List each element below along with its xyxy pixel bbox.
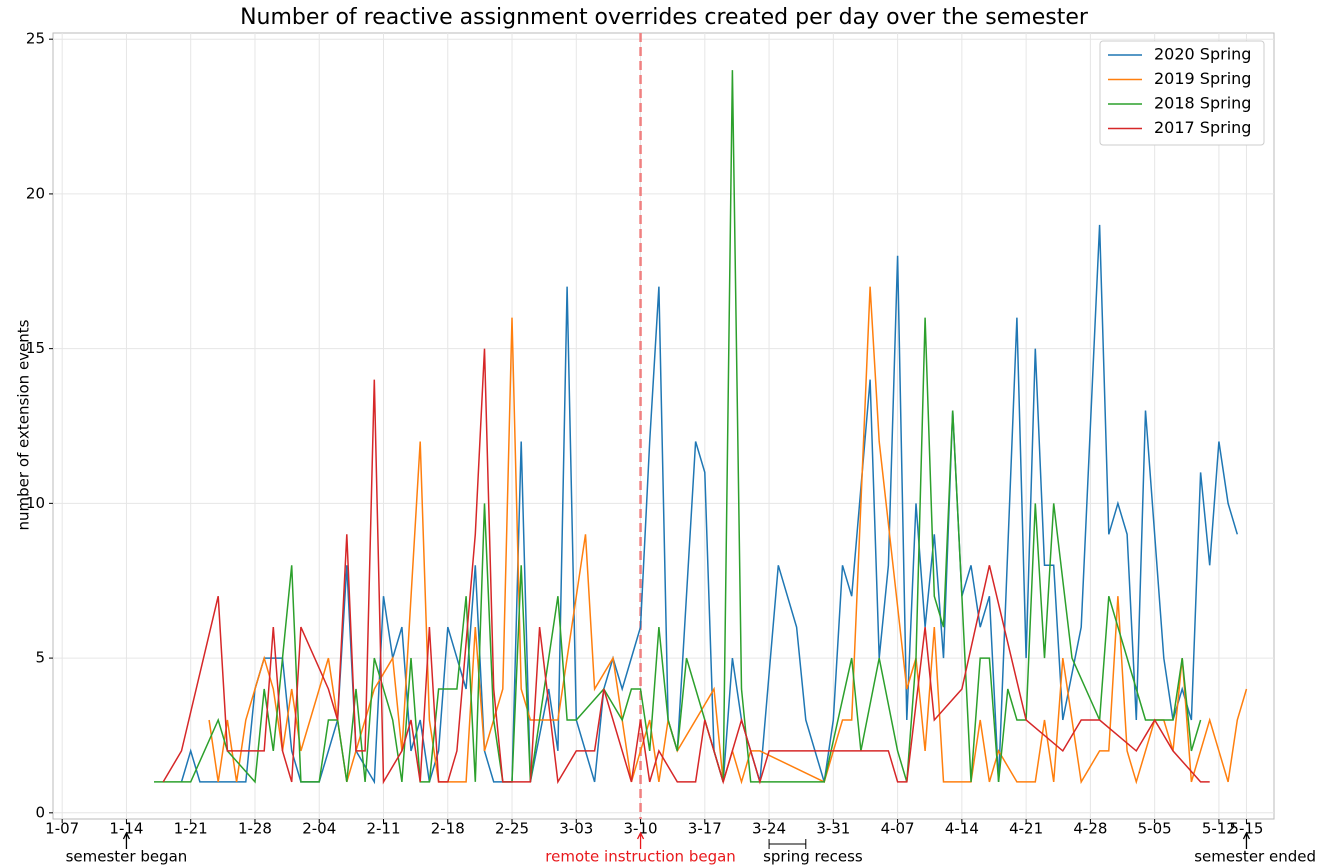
x-tick-label: 3-31: [816, 820, 850, 838]
x-tick-label: 4-14: [945, 820, 979, 838]
x-tick-label: 2-04: [302, 820, 336, 838]
y-tick-label: 10: [26, 494, 45, 512]
annotation: remote instruction began: [545, 848, 736, 866]
chart-title: Number of reactive assignment overrides …: [240, 5, 1089, 30]
x-tick-label: 2-11: [366, 820, 400, 838]
x-tick-label: 2-18: [431, 820, 465, 838]
x-tick-label: 1-28: [238, 820, 272, 838]
x-tick-label: 4-28: [1073, 820, 1107, 838]
y-tick-label: 0: [35, 803, 45, 821]
legend-label: 2019 Spring: [1154, 69, 1251, 88]
x-tick-label: 3-17: [688, 820, 722, 838]
legend-box: [1099, 40, 1265, 146]
legend-label: 2018 Spring: [1154, 94, 1251, 113]
legend-label: 2017 Spring: [1154, 118, 1251, 137]
x-tick-label: 1-14: [109, 820, 143, 838]
x-tick-label: 5-15: [1229, 820, 1263, 838]
arrow: [122, 831, 131, 849]
annotation: semester ended: [1194, 848, 1316, 866]
annotation: semester began: [66, 848, 188, 866]
y-axis-label: number of extension events: [15, 319, 33, 530]
x-tick-label: 2-25: [495, 820, 529, 838]
series-line: [154, 70, 1202, 784]
x-tick-label: 1-07: [45, 820, 79, 838]
plot-area: [52, 32, 1275, 820]
x-tick-label: 3-24: [752, 820, 786, 838]
arrow: [1242, 831, 1251, 849]
x-tick-label: 1-21: [174, 820, 208, 838]
x-tick-label: 4-07: [881, 820, 915, 838]
legend-label: 2020 Spring: [1154, 45, 1251, 64]
annotation: spring recess: [763, 848, 863, 866]
series-line: [180, 224, 1239, 785]
y-tick-label: 15: [26, 339, 45, 357]
series-line: [162, 348, 1210, 785]
arrow: [636, 831, 645, 849]
x-tick-label: 5-05: [1138, 820, 1172, 838]
x-tick-label: 3-03: [559, 820, 593, 838]
x-tick-label: 3-10: [624, 820, 658, 838]
y-tick-label: 5: [35, 649, 45, 667]
y-tick-label: 25: [26, 30, 45, 48]
x-tick-label: 5-12: [1202, 820, 1236, 838]
x-tick-label: 4-21: [1009, 820, 1043, 838]
bracket: [768, 839, 807, 849]
y-tick-label: 20: [26, 184, 45, 202]
